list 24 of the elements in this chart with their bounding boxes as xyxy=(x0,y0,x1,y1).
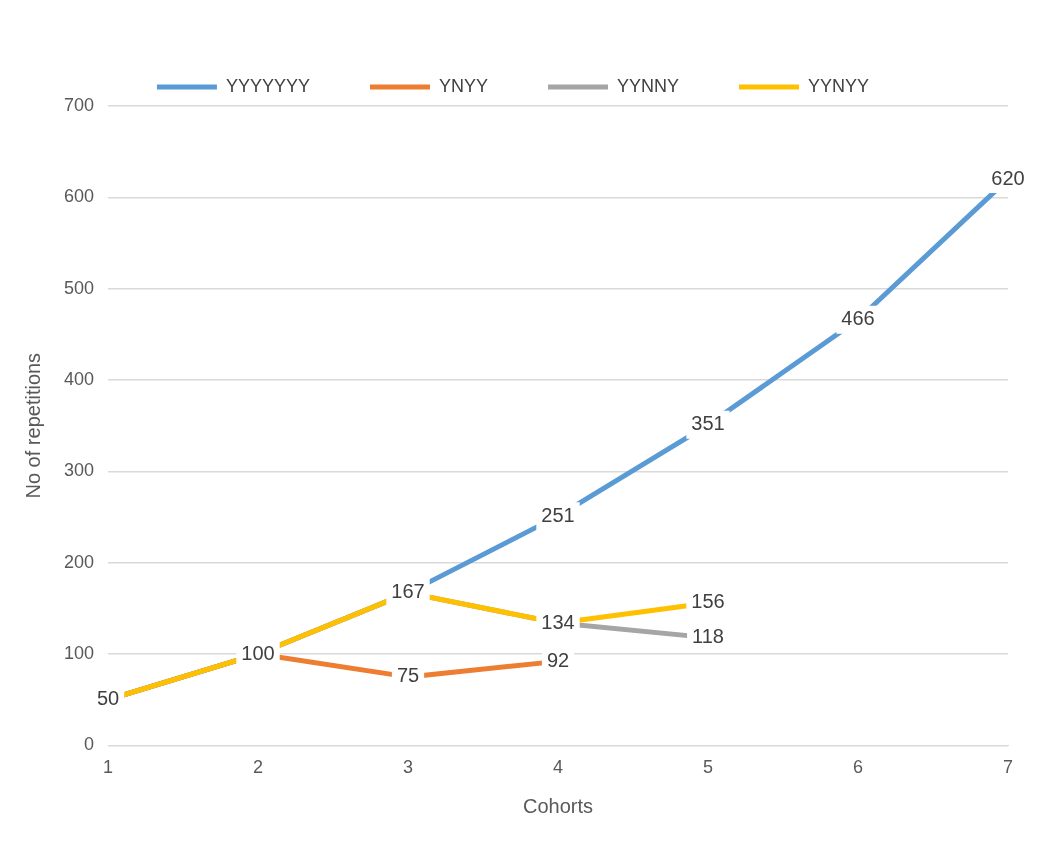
y-tick-label: 0 xyxy=(84,734,95,755)
legend-label: YNYY xyxy=(438,75,489,96)
x-tick-label: 3 xyxy=(403,757,414,778)
y-tick-label: 400 xyxy=(63,369,95,389)
x-tick-label: 7 xyxy=(1002,757,1014,778)
legend-label: YYYYYYY xyxy=(225,75,310,96)
y-tick-label: 600 xyxy=(63,186,95,207)
x-tick-label: 6 xyxy=(853,757,864,778)
data-label: 50 xyxy=(96,687,120,710)
y-tick-label: 500 xyxy=(63,277,95,298)
legend-label: YYNNY xyxy=(617,75,680,96)
y-tick-label: 200 xyxy=(63,551,95,572)
x-axis-title: Cohorts xyxy=(523,794,594,817)
data-label: 75 xyxy=(396,664,420,687)
legend-label: YYNYY xyxy=(808,75,870,96)
y-tick-label: 100 xyxy=(63,643,95,664)
y-tick-label: 700 xyxy=(63,94,95,115)
x-tick-label: 1 xyxy=(103,757,114,778)
y-tick-label: 300 xyxy=(63,460,95,481)
x-tick-label: 5 xyxy=(703,757,714,778)
data-label: 92 xyxy=(546,648,570,671)
x-tick-label: 2 xyxy=(253,757,264,778)
y-axis-title: No of repetitions xyxy=(21,352,44,499)
x-tick-label: 4 xyxy=(553,757,564,778)
